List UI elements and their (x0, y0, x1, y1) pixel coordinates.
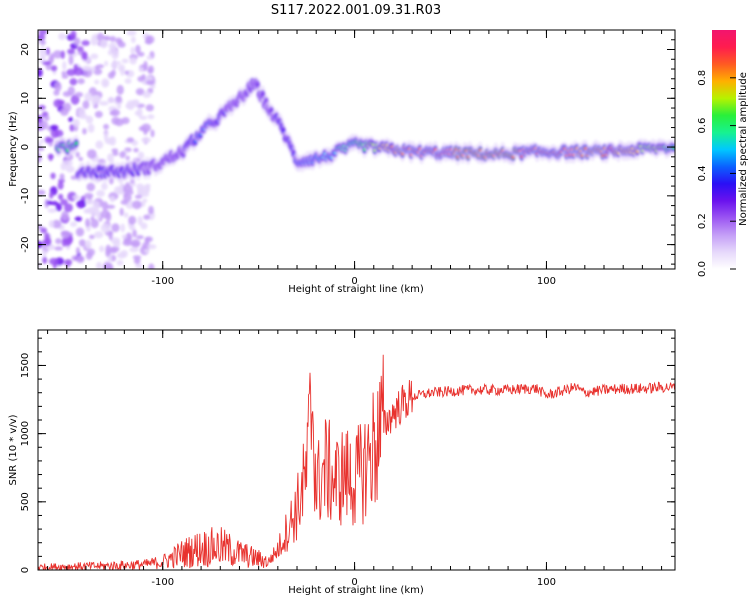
snr-x-tick-label: 100 (537, 577, 556, 588)
colorbar-tick-label: 0.2 (697, 213, 708, 229)
snr-y-tick-label: 500 (20, 492, 31, 511)
spectrogram-y-tick-label: -10 (20, 188, 31, 204)
spectrogram-y-tick-label: -20 (20, 236, 31, 252)
spectrogram-y-tick-label: 10 (20, 92, 31, 105)
colorbar-tick-label: 0.6 (697, 118, 708, 134)
spectrogram-blobs (38, 30, 675, 269)
spectrogram-x-axis-label: Height of straight line (km) (288, 284, 424, 295)
colorbar-ticks: 0.0 0.2 0.4 0.6 0.8 (697, 70, 736, 277)
spectrogram-y-axis-label: Frequency (Hz) (8, 111, 19, 187)
colorbar-label: Normalized spectral amplitude (738, 72, 749, 226)
snr-x-tick-label: 0 (351, 577, 357, 588)
spectrogram-x-tick-label: -100 (151, 276, 174, 287)
snr-x-axis-label: Height of straight line (km) (288, 585, 424, 596)
colorbar: 0.0 0.2 0.4 0.6 0.8 Normalized spectral ampl… (697, 30, 749, 277)
spectrogram-x-tick-label: 0 (351, 276, 357, 287)
spectrogram-y-tick-label: 0 (20, 144, 31, 150)
snr-y-tick-label: 0 (20, 567, 31, 573)
colorbar-tick-label: 0.0 (697, 261, 708, 277)
snr-x-tick-label: -100 (151, 577, 174, 588)
snr-series-line (38, 354, 675, 570)
snr-frame (37, 329, 676, 571)
figure-title: S117.2022.001.09.31.R03 (271, 3, 441, 18)
colorbar-tick-label: 0.8 (697, 70, 708, 86)
snr-y-axis-label: SNR (10 * v/v) (8, 414, 19, 485)
spectrogram-x-tick-label: 100 (537, 276, 556, 287)
colorbar-tick-label: 0.4 (697, 165, 708, 181)
spectrogram-heatmap (38, 30, 675, 269)
snr-y-tick-label: 1000 (20, 421, 31, 446)
spectrogram-y-tick-label: 20 (20, 43, 31, 56)
spectrogram-frame (37, 29, 676, 270)
colorbar-gradient (712, 30, 736, 269)
snr-y-tick-label: 1500 (20, 353, 31, 378)
